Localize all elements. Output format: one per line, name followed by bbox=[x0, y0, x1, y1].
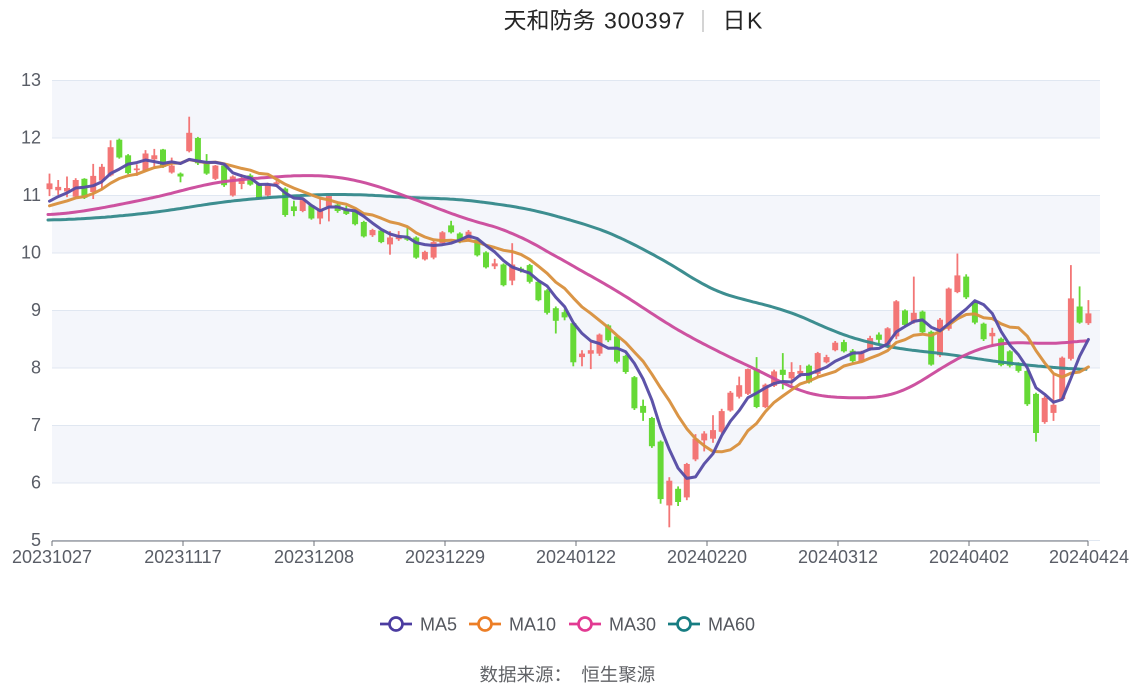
svg-text:20240312: 20240312 bbox=[798, 547, 878, 567]
svg-text:MA10: MA10 bbox=[509, 615, 556, 635]
svg-text:7: 7 bbox=[31, 415, 41, 435]
svg-text:20240424: 20240424 bbox=[1049, 547, 1129, 567]
svg-text:9: 9 bbox=[31, 300, 41, 320]
svg-text:20231027: 20231027 bbox=[12, 547, 92, 567]
svg-text:10: 10 bbox=[21, 243, 41, 263]
svg-text:20240220: 20240220 bbox=[667, 547, 747, 567]
svg-text:20240122: 20240122 bbox=[536, 547, 616, 567]
svg-text:13: 13 bbox=[21, 70, 41, 90]
svg-text:K: K bbox=[747, 8, 763, 34]
svg-text:6: 6 bbox=[31, 473, 41, 493]
svg-text:MA30: MA30 bbox=[609, 615, 656, 635]
svg-text:11: 11 bbox=[22, 185, 41, 205]
svg-text:300397: 300397 bbox=[604, 8, 686, 34]
svg-text:MA5: MA5 bbox=[420, 615, 457, 635]
svg-text:20231117: 20231117 bbox=[144, 547, 221, 567]
svg-text:12: 12 bbox=[21, 128, 41, 148]
svg-text:20240402: 20240402 bbox=[929, 547, 1009, 567]
svg-text:5: 5 bbox=[31, 530, 41, 550]
svg-text:20231208: 20231208 bbox=[274, 547, 354, 567]
svg-text:MA60: MA60 bbox=[708, 615, 755, 635]
svg-text:8: 8 bbox=[31, 358, 41, 378]
svg-text:20231229: 20231229 bbox=[405, 547, 485, 567]
